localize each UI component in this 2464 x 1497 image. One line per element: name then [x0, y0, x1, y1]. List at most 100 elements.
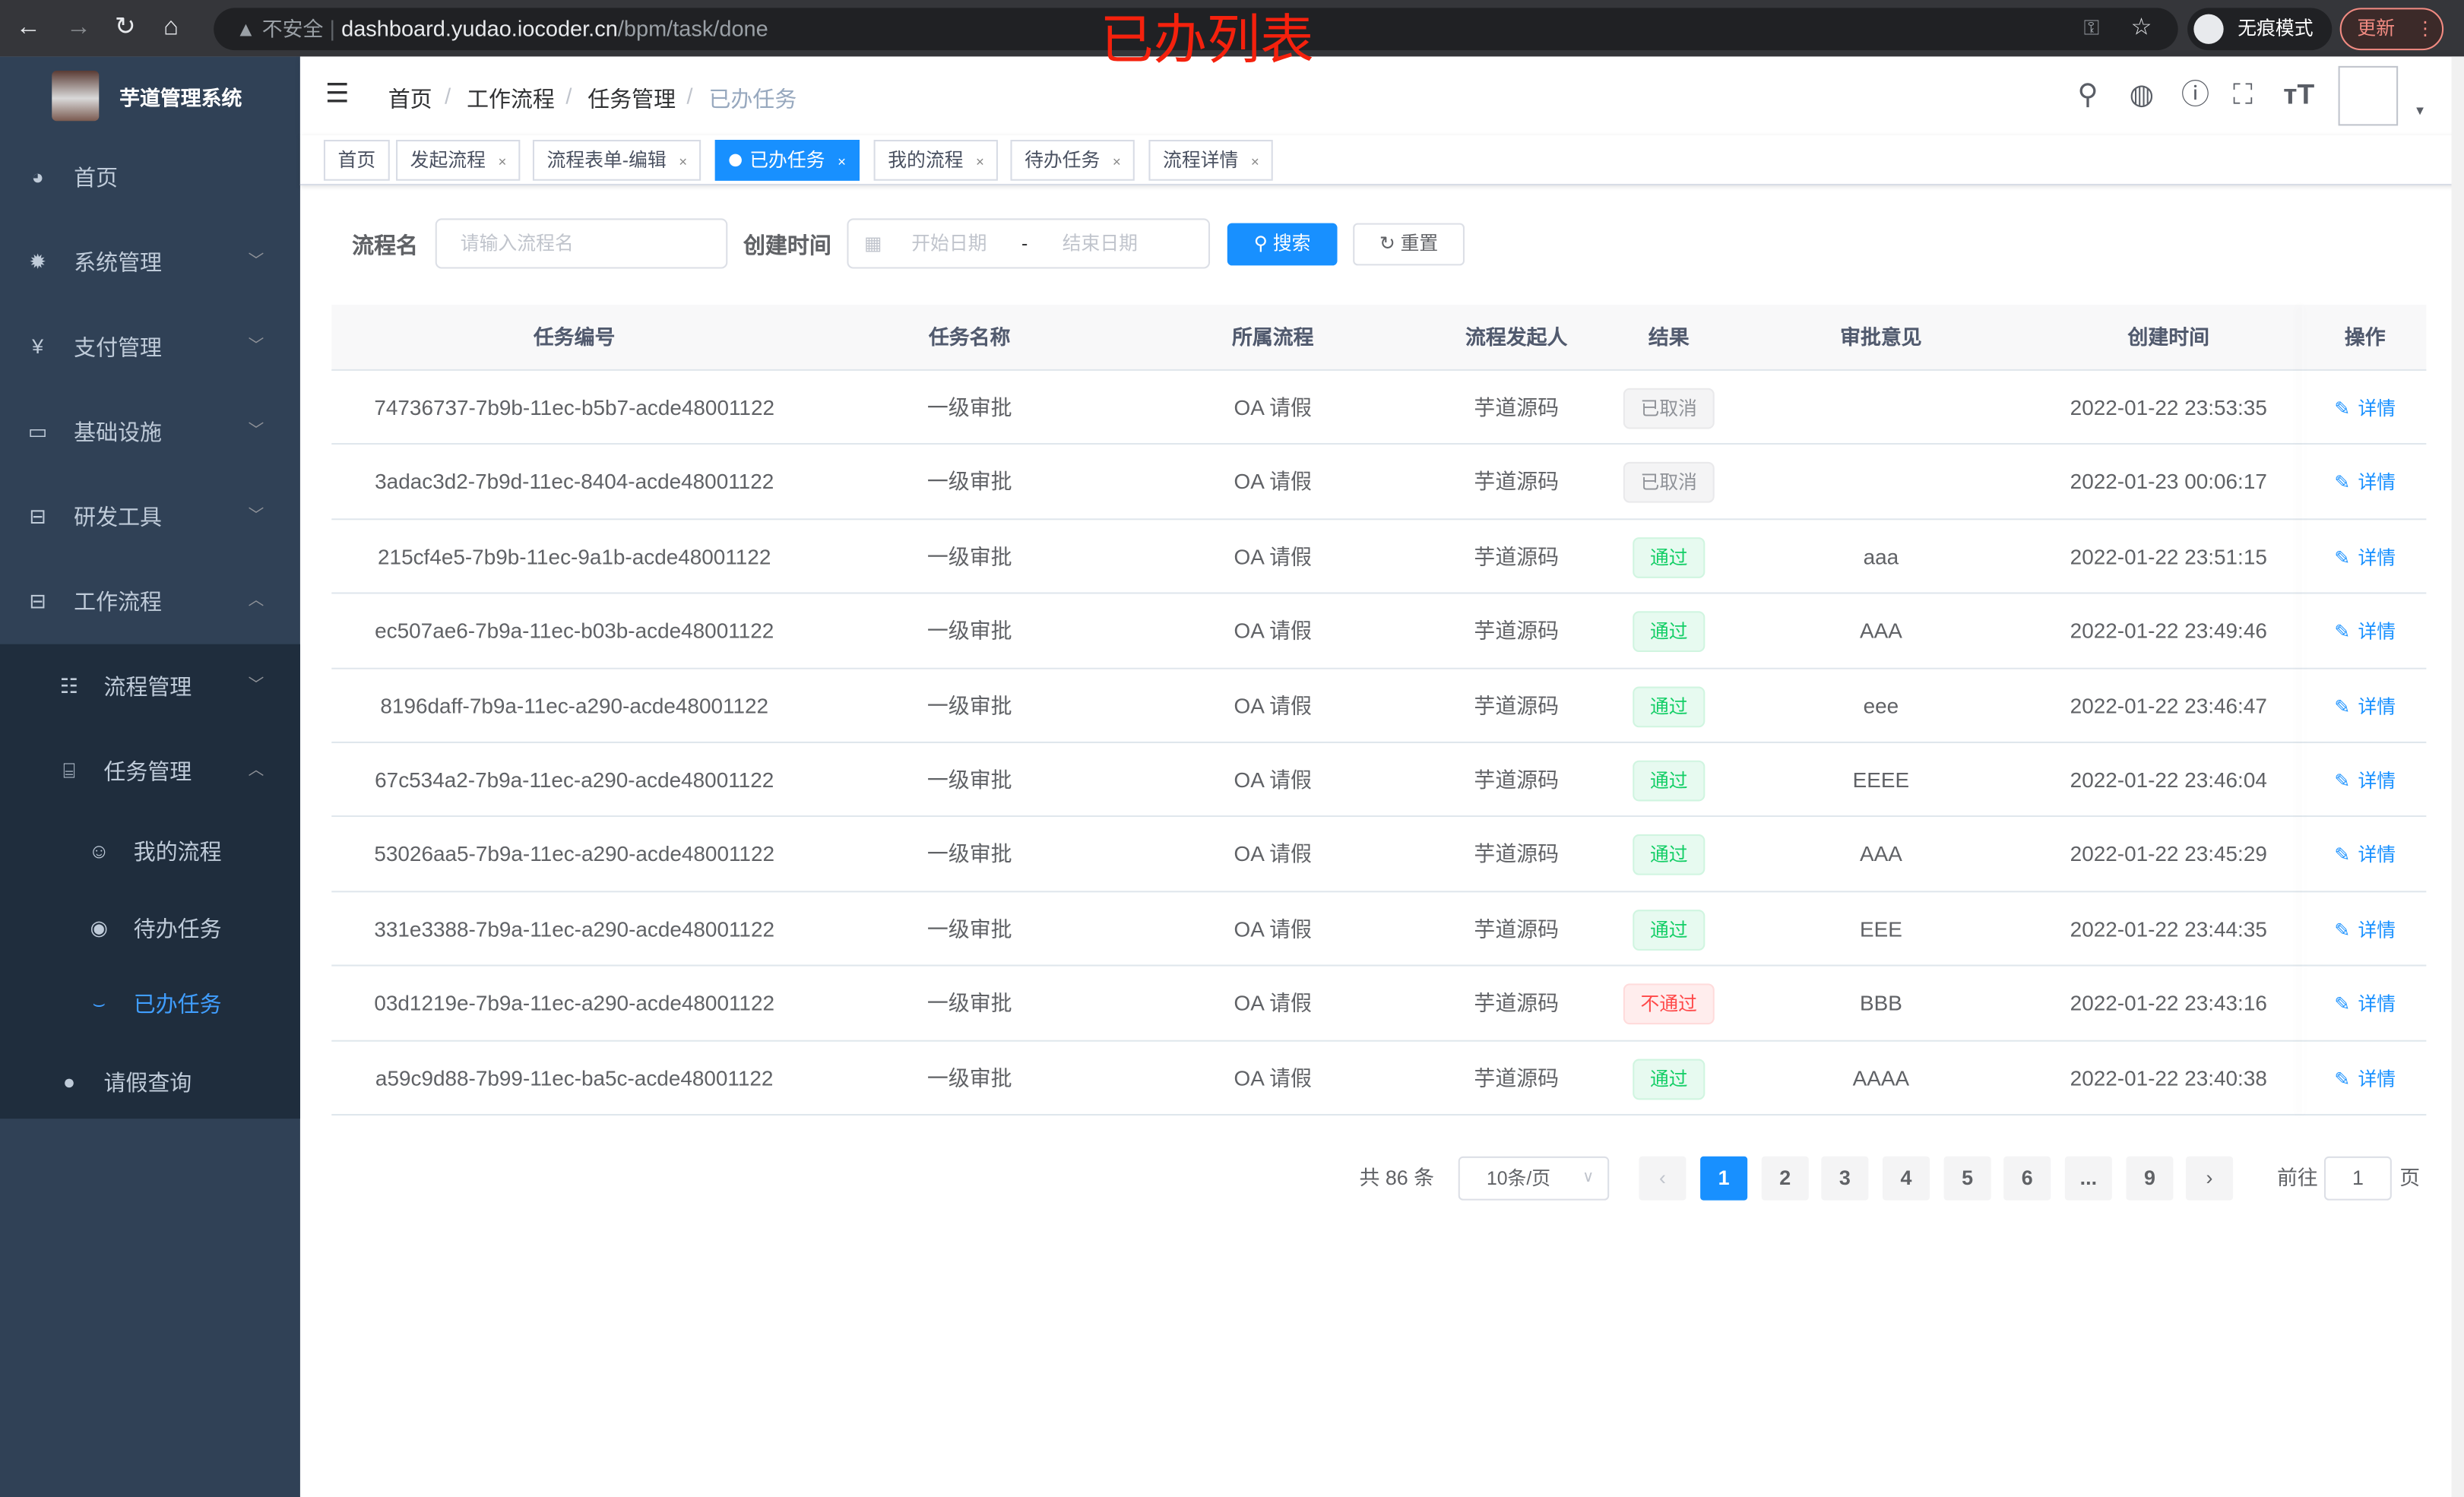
breadcrumb-current: 已办任务: [708, 86, 797, 112]
tag-4[interactable]: 我的流程 ×: [873, 140, 999, 181]
status-badge: 通过: [1633, 611, 1705, 653]
breadcrumb-separator: /: [565, 83, 572, 109]
cell-name: 一级审批: [926, 396, 1012, 420]
help-icon[interactable]: ⓘ: [2181, 78, 2210, 110]
close-icon[interactable]: ×: [838, 153, 846, 170]
home-icon[interactable]: ⌂: [163, 14, 179, 41]
detail-button[interactable]: ✎ 详情: [2334, 397, 2396, 419]
close-icon[interactable]: ×: [1112, 153, 1121, 170]
search-button[interactable]: ⚲ 搜索: [1227, 223, 1338, 266]
key-icon[interactable]: ⚿: [2083, 15, 2100, 40]
star-icon[interactable]: ☆: [2130, 14, 2152, 41]
sidebar-item[interactable]: ⊟ 工作流程 ︿: [0, 559, 300, 644]
detail-button[interactable]: ✎ 详情: [2334, 472, 2396, 494]
detail-button[interactable]: ✎ 详情: [2334, 546, 2396, 568]
tag-1[interactable]: 发起流程 ×: [396, 140, 521, 181]
prev-page-button[interactable]: ‹: [1639, 1156, 1686, 1201]
sidebar-item[interactable]: ¥ 支付管理 ﹀: [0, 305, 300, 390]
close-icon[interactable]: ×: [1250, 153, 1259, 170]
hamburger-icon[interactable]: ☰: [325, 78, 350, 109]
page-button[interactable]: 2: [1761, 1156, 1809, 1201]
sidebar-item[interactable]: ☺ 我的流程: [0, 812, 300, 891]
forward-icon[interactable]: →: [65, 14, 91, 41]
cell-id: 331e3388-7b9a-11ec-a290-acde48001122: [374, 917, 775, 942]
more-pages-button[interactable]: ...: [2064, 1156, 2112, 1201]
goto-page-input[interactable]: 1: [2323, 1156, 2392, 1201]
search-icon[interactable]: ⚲: [2077, 78, 2098, 110]
back-icon[interactable]: ←: [15, 14, 41, 41]
close-icon[interactable]: ×: [498, 153, 507, 170]
tag-2[interactable]: 流程表单-编辑 ×: [532, 140, 702, 181]
start-date-input[interactable]: 开始日期: [911, 233, 987, 255]
task-icon: ⌸: [62, 758, 76, 783]
update-button[interactable]: 更新 ⋮: [2339, 8, 2444, 51]
tag-5[interactable]: 待办任务 ×: [1010, 140, 1135, 181]
sidebar-item-label: 请假查询: [103, 1070, 192, 1096]
detail-label: 详情: [2358, 695, 2396, 718]
gear-icon: ✹: [29, 249, 46, 274]
close-icon[interactable]: ×: [976, 153, 984, 170]
sidebar-item[interactable]: ◉ 待办任务: [0, 889, 300, 967]
detail-button[interactable]: ✎ 详情: [2334, 844, 2396, 866]
dashboard-icon: ◕: [31, 165, 44, 189]
reload-icon[interactable]: ↻: [114, 14, 136, 41]
page-button[interactable]: 1: [1700, 1156, 1748, 1201]
close-icon[interactable]: ×: [679, 153, 688, 170]
page-scrollbar[interactable]: [2451, 56, 2464, 1497]
tag-label: 待办任务: [1025, 149, 1101, 172]
detail-button[interactable]: ✎ 详情: [2334, 919, 2396, 941]
incognito-badge[interactable]: 无痕模式: [2187, 8, 2333, 51]
sidebar-item[interactable]: ⊟ 研发工具 ﹀: [0, 474, 300, 559]
date-range-picker[interactable]: ▦ 开始日期 - 结束日期: [847, 218, 1211, 269]
breadcrumb-task-manage[interactable]: 任务管理: [587, 86, 676, 112]
font-size-icon[interactable]: ᴛT: [2283, 78, 2315, 110]
sidebar-item[interactable]: ◕ 首页: [0, 135, 300, 220]
avatar[interactable]: [2338, 65, 2399, 126]
page-button[interactable]: 5: [1943, 1156, 1991, 1201]
page-size-select[interactable]: 10条/页 ∨: [1458, 1156, 1610, 1201]
breadcrumb-home[interactable]: 首页: [388, 86, 432, 112]
detail-button[interactable]: ✎ 详情: [2334, 1068, 2396, 1090]
sidebar-item[interactable]: ⌸ 任务管理 ︿: [0, 729, 300, 814]
sidebar-item-label: 研发工具: [74, 504, 162, 530]
cell-id: 74736737-7b9b-11ec-b5b7-acde48001122: [374, 396, 775, 420]
caret-down-icon[interactable]: ▼: [2413, 103, 2427, 119]
next-page-button[interactable]: ›: [2186, 1156, 2234, 1201]
sidebar-item[interactable]: ⌣ 已办任务: [0, 965, 300, 1043]
page-button[interactable]: 9: [2126, 1156, 2174, 1201]
annotation-label: 已办列表: [1100, 9, 1314, 73]
fullscreen-icon[interactable]: ⛶: [2233, 78, 2253, 110]
reset-button[interactable]: ↻ 重置: [1353, 223, 1465, 266]
page-button[interactable]: 3: [1821, 1156, 1869, 1201]
address-bar[interactable]: ▲ 不安全 | dashboard.yudao.iocoder.cn/bpm/t…: [214, 8, 2178, 51]
sidebar-item[interactable]: ☷ 流程管理 ﹀: [0, 644, 300, 730]
detail-button[interactable]: ✎ 详情: [2334, 770, 2396, 792]
sidebar-item[interactable]: ● 请假查询: [0, 1040, 300, 1125]
cell-opinion: AAA: [1859, 843, 1902, 867]
tag-3[interactable]: 已办任务 ×: [714, 140, 860, 181]
breadcrumb-workflow[interactable]: 工作流程: [467, 86, 555, 112]
process-name-input[interactable]: 请输入流程名: [435, 218, 728, 269]
tag-6[interactable]: 流程详情 ×: [1148, 140, 1274, 181]
cell-action: ✎ 详情: [2304, 371, 2426, 445]
detail-button[interactable]: ✎ 详情: [2334, 695, 2396, 717]
table-row: 74736737-7b9b-11ec-b5b7-acde48001122 一级审批…: [331, 370, 2427, 445]
sidebar-item-label: 我的流程: [133, 839, 222, 865]
cell-process: OA 请假: [1234, 917, 1312, 942]
sidebar-item[interactable]: ✹ 系统管理 ﹀: [0, 220, 300, 305]
github-icon[interactable]: ◍: [2129, 78, 2155, 110]
chevron-down-icon: ﹀: [248, 423, 264, 440]
tag-0[interactable]: 首页: [323, 140, 390, 181]
detail-button[interactable]: ✎ 详情: [2334, 621, 2396, 643]
cell-starter: 芋道源码: [1474, 396, 1560, 420]
detail-button[interactable]: ✎ 详情: [2334, 993, 2396, 1015]
end-date-input[interactable]: 结束日期: [1062, 233, 1138, 255]
cell-id: 8196daff-7b9a-11ec-a290-acde48001122: [380, 694, 769, 718]
cell-process: OA 请假: [1234, 768, 1312, 793]
sidebar-item[interactable]: ▭ 基础设施 ﹀: [0, 390, 300, 475]
status-badge: 已取消: [1623, 462, 1715, 504]
cell-starter: 芋道源码: [1474, 917, 1560, 942]
page-button[interactable]: 4: [1882, 1156, 1930, 1201]
column-header: 流程发起人: [1465, 324, 1568, 350]
page-button[interactable]: 6: [2003, 1156, 2051, 1201]
